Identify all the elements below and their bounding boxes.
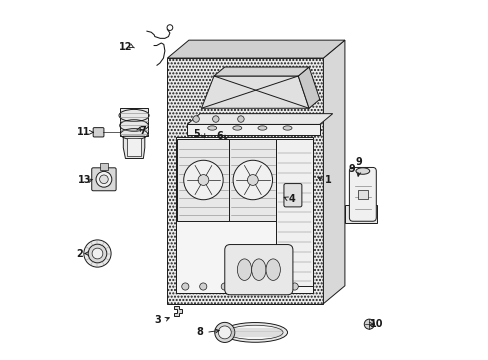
Text: 9: 9 [348, 164, 355, 174]
Polygon shape [187, 125, 319, 135]
Polygon shape [126, 138, 141, 156]
Polygon shape [344, 205, 376, 223]
Circle shape [212, 116, 219, 122]
Text: 10: 10 [370, 319, 383, 329]
Circle shape [214, 322, 234, 342]
Polygon shape [167, 58, 323, 304]
Polygon shape [201, 76, 308, 108]
FancyBboxPatch shape [93, 128, 104, 137]
Ellipse shape [232, 126, 241, 130]
Text: 5: 5 [193, 129, 200, 139]
Text: 8: 8 [196, 327, 203, 337]
Ellipse shape [207, 126, 216, 130]
Circle shape [96, 171, 112, 187]
Text: 1: 1 [325, 175, 331, 185]
Circle shape [364, 319, 373, 329]
Circle shape [199, 283, 206, 290]
Polygon shape [120, 108, 148, 136]
Circle shape [198, 175, 208, 185]
Text: 13: 13 [77, 175, 91, 185]
Polygon shape [323, 40, 344, 304]
FancyBboxPatch shape [357, 190, 367, 199]
Ellipse shape [355, 168, 369, 174]
Ellipse shape [227, 325, 283, 339]
FancyBboxPatch shape [284, 184, 301, 207]
Polygon shape [276, 139, 312, 286]
Text: 11: 11 [77, 127, 90, 137]
Circle shape [88, 244, 106, 263]
Polygon shape [298, 67, 319, 108]
Ellipse shape [258, 126, 266, 130]
Ellipse shape [265, 259, 280, 280]
Circle shape [100, 175, 108, 184]
Circle shape [247, 175, 258, 185]
Ellipse shape [223, 323, 287, 342]
FancyBboxPatch shape [349, 167, 376, 221]
Circle shape [237, 116, 244, 122]
Ellipse shape [283, 126, 291, 130]
Text: 9: 9 [355, 157, 362, 167]
Text: 3: 3 [154, 315, 161, 325]
Circle shape [83, 240, 111, 267]
Polygon shape [176, 137, 312, 293]
Circle shape [92, 248, 102, 259]
Circle shape [241, 283, 247, 290]
Ellipse shape [251, 259, 265, 280]
Circle shape [182, 283, 188, 290]
FancyBboxPatch shape [100, 163, 108, 170]
Polygon shape [174, 306, 182, 316]
Text: 6: 6 [216, 131, 223, 141]
Polygon shape [167, 40, 344, 58]
Polygon shape [187, 114, 332, 125]
Circle shape [192, 116, 199, 122]
Polygon shape [229, 139, 276, 221]
Circle shape [290, 283, 298, 290]
FancyBboxPatch shape [92, 168, 116, 191]
Text: 12: 12 [119, 42, 132, 51]
Circle shape [218, 326, 231, 339]
Text: 7: 7 [139, 126, 145, 135]
Text: 2: 2 [76, 248, 83, 258]
Polygon shape [214, 67, 308, 76]
Circle shape [262, 283, 269, 290]
Circle shape [183, 160, 223, 200]
FancyBboxPatch shape [224, 244, 292, 295]
Polygon shape [123, 136, 144, 158]
Polygon shape [177, 139, 229, 221]
Circle shape [233, 160, 272, 200]
Ellipse shape [237, 259, 251, 280]
Text: 4: 4 [288, 194, 295, 204]
Circle shape [221, 283, 228, 290]
